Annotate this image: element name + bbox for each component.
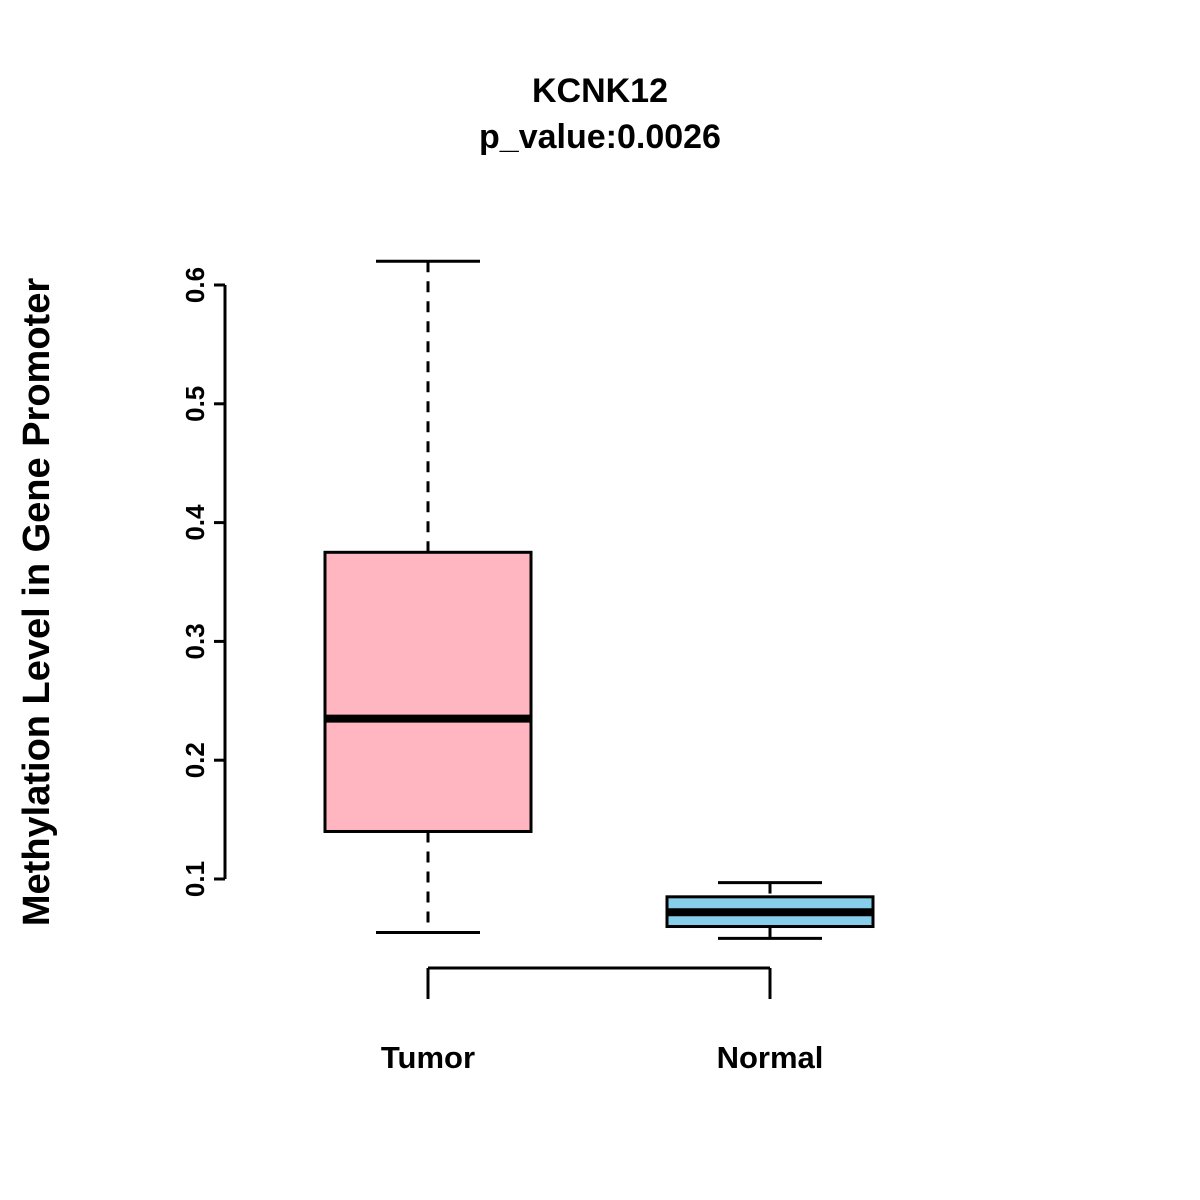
x-category-label-normal: Normal — [717, 1040, 824, 1075]
y-tick-label: 0.4 — [180, 504, 210, 541]
chart-subtitle: p_value:0.0026 — [479, 118, 721, 156]
y-tick-label: 0.1 — [180, 861, 210, 897]
y-tick-label: 0.6 — [180, 267, 210, 303]
chart-title: KCNK12 — [531, 72, 669, 110]
y-tick-label: 0.5 — [180, 386, 210, 422]
box-tumor — [323, 550, 533, 833]
y-tick-label: 0.2 — [180, 742, 210, 778]
y-tick-label: 0.3 — [180, 623, 210, 659]
x-category-label-tumor: Tumor — [381, 1040, 475, 1075]
